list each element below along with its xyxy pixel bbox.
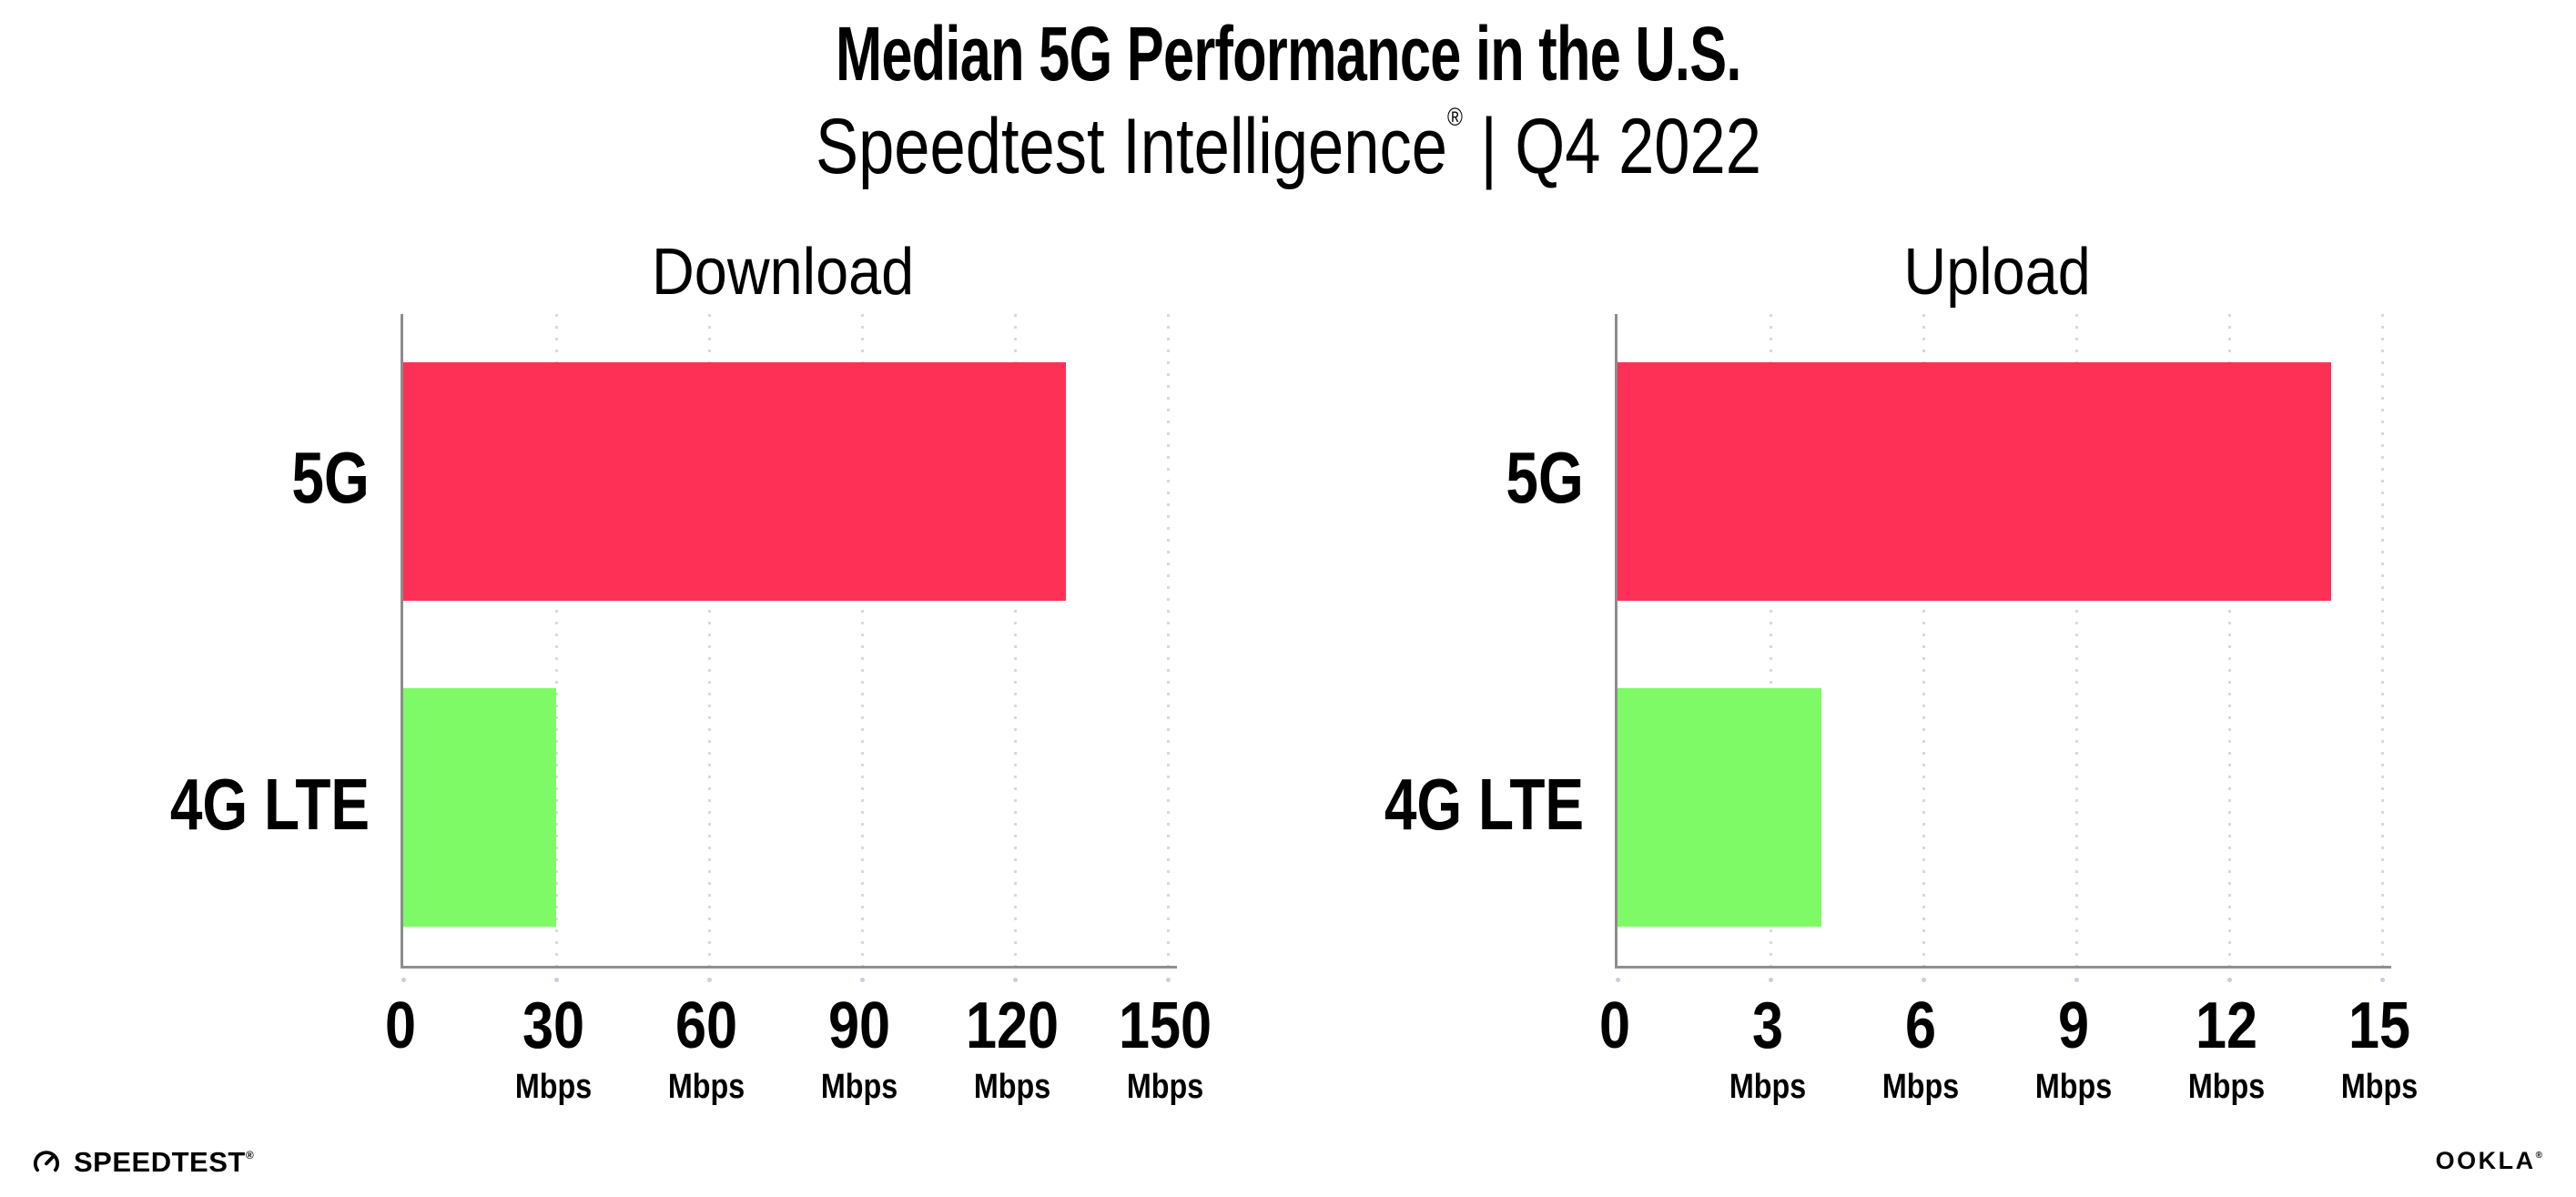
- download-chart: Download 5G 4G LTE 0 30 Mbps 60 Mbps 90 Mbps 12…: [155, 217, 1256, 1127]
- bar-5g: [1618, 362, 2331, 602]
- plot-area: [1615, 314, 2391, 982]
- bar-4g-lte: [1618, 688, 1821, 928]
- x-tick-label: 12 Mbps: [2188, 993, 2265, 1104]
- gridline: [860, 314, 864, 968]
- x-axis-labels: 0 30 Mbps 60 Mbps 90 Mbps 120 Mbps 150 Mbps: [385, 968, 1212, 1127]
- x-axis-line: [401, 966, 1177, 969]
- registered-mark: ®: [1446, 103, 1463, 132]
- upload-chart-body: 5G 4G LTE: [1369, 314, 2470, 982]
- tick-dot: [401, 978, 406, 982]
- gauge-icon: [33, 1151, 60, 1172]
- tick-dot: [1921, 978, 1926, 982]
- x-tick-value: 15: [2348, 989, 2411, 1062]
- tick-dot: [1768, 978, 1773, 982]
- gridline: [2227, 314, 2231, 968]
- gridline: [1922, 314, 1925, 968]
- x-tick-unit: Mbps: [667, 1068, 745, 1106]
- tick-dot: [2379, 978, 2385, 982]
- category-label-4g-lte: 4G LTE: [1384, 763, 1584, 845]
- tick-dot: [2074, 978, 2079, 982]
- bar-5g: [403, 362, 1066, 602]
- x-tick-value: 60: [674, 989, 738, 1062]
- download-chart-body: 5G 4G LTE: [155, 314, 1256, 982]
- x-axis-labels: 0 3 Mbps 6 Mbps 9 Mbps 12 Mbps 15 Mbps: [1599, 968, 2418, 1127]
- gridline: [1013, 314, 1017, 968]
- gridline: [1166, 314, 1170, 968]
- gridline: [554, 314, 558, 968]
- x-tick-unit: Mbps: [514, 1068, 593, 1106]
- tick-dot: [859, 978, 865, 982]
- subtitle-period: | Q4 2022: [1462, 103, 1761, 191]
- registered-mark: ®: [2535, 1151, 2542, 1161]
- x-tick-value: 30: [522, 989, 585, 1062]
- subtitle-brand: Speedtest Intelligence: [815, 103, 1447, 191]
- gridline: [2074, 314, 2078, 968]
- tick-dot: [1615, 978, 1620, 982]
- speedtest-logo: SPEEDTEST®: [30, 1146, 254, 1179]
- x-tick-label: 30 Mbps: [515, 993, 592, 1104]
- page-title: Median 5G Performance in the U.S.: [835, 11, 1741, 96]
- gridline: [1769, 314, 1772, 968]
- x-tick-label: 60 Mbps: [668, 993, 745, 1104]
- x-tick-label: 9 Mbps: [2035, 993, 2112, 1104]
- x-tick-label: 150 Mbps: [1119, 993, 1212, 1104]
- x-tick-unit: Mbps: [2340, 1068, 2419, 1106]
- x-tick-value: 6: [1904, 989, 1937, 1062]
- x-tick-label: 3 Mbps: [1729, 993, 1806, 1104]
- tick-dot: [706, 978, 712, 982]
- x-tick-value: 150: [1118, 989, 1212, 1062]
- x-tick-label: 0: [1599, 993, 1630, 1059]
- category-label-5g: 5G: [1506, 436, 1584, 518]
- x-tick-value: 0: [384, 989, 417, 1062]
- x-tick-unit: Mbps: [1729, 1068, 1807, 1106]
- x-tick-label: 0: [385, 993, 416, 1059]
- category-axis: 5G 4G LTE: [155, 314, 401, 968]
- page-subtitle: Speedtest Intelligence® | Q4 2022: [0, 103, 2576, 187]
- tick-dot: [2226, 978, 2232, 982]
- ookla-wordmark: OOKLA®: [2435, 1147, 2542, 1174]
- x-tick-unit: Mbps: [1881, 1068, 1960, 1106]
- tick-dot: [553, 978, 559, 982]
- ookla-logo: OOKLA®: [2436, 1147, 2542, 1175]
- upload-chart-title: Upload: [1903, 236, 2091, 309]
- gridline: [707, 314, 711, 968]
- gridline: [2380, 314, 2384, 968]
- x-tick-label: 120 Mbps: [966, 993, 1059, 1104]
- tick-dot: [1012, 978, 1018, 982]
- category-axis: 5G 4G LTE: [1369, 314, 1615, 968]
- x-tick-unit: Mbps: [973, 1068, 1051, 1106]
- x-tick-label: 15 Mbps: [2341, 993, 2418, 1104]
- registered-mark: ®: [245, 1149, 254, 1161]
- x-tick-value: 90: [827, 989, 891, 1062]
- x-tick-value: 12: [2195, 989, 2258, 1062]
- x-tick-label: 90 Mbps: [821, 993, 898, 1104]
- download-chart-title: Download: [651, 236, 915, 309]
- x-tick-value: 3: [1751, 989, 1784, 1062]
- x-axis-line: [1615, 966, 2391, 969]
- x-tick-unit: Mbps: [820, 1068, 898, 1106]
- category-label-5g: 5G: [291, 436, 370, 518]
- x-tick-value: 9: [2057, 989, 2090, 1062]
- speedtest-wordmark: SPEEDTEST®: [74, 1146, 254, 1178]
- x-tick-unit: Mbps: [2034, 1068, 2113, 1106]
- tick-dot: [1165, 978, 1171, 982]
- x-tick-value: 0: [1598, 989, 1631, 1062]
- category-label-4g-lte: 4G LTE: [169, 763, 370, 845]
- x-tick-unit: Mbps: [2187, 1068, 2266, 1106]
- x-tick-unit: Mbps: [1126, 1068, 1204, 1106]
- plot-area: [401, 314, 1177, 982]
- x-tick-value: 120: [965, 989, 1060, 1062]
- header: Median 5G Performance in the U.S. Speedt…: [0, 0, 2576, 186]
- bar-4g-lte: [403, 688, 556, 928]
- x-tick-label: 6 Mbps: [1882, 993, 1959, 1104]
- upload-chart: Upload 5G 4G LTE 0 3 Mbps 6 Mbps 9 Mbps 12 Mbps 1…: [1369, 217, 2470, 1127]
